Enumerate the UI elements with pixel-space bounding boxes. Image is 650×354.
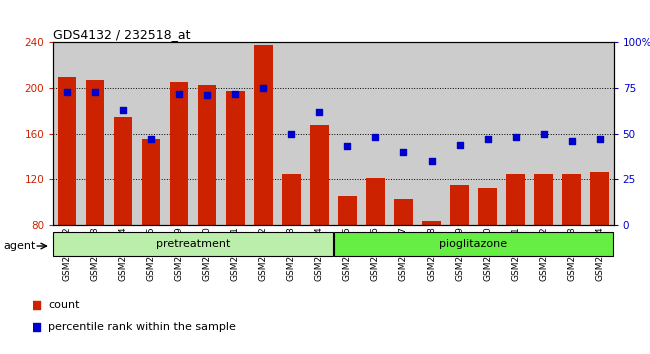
Bar [562, 173, 580, 316]
Bar [278, 42, 306, 225]
Point [370, 135, 381, 140]
Point [510, 135, 521, 140]
Text: GDS4132 / 232518_at: GDS4132 / 232518_at [53, 28, 191, 41]
Bar [254, 45, 272, 316]
Bar [226, 91, 244, 316]
Bar [417, 42, 445, 225]
Bar [367, 178, 385, 316]
Bar [58, 77, 77, 316]
Bar [250, 42, 278, 225]
Bar [586, 42, 614, 225]
Bar [333, 42, 361, 225]
Point [286, 131, 296, 136]
FancyBboxPatch shape [334, 232, 613, 256]
Bar [506, 173, 525, 316]
Text: pioglitazone: pioglitazone [439, 239, 508, 249]
Bar [53, 42, 81, 225]
Bar [534, 173, 552, 316]
Bar [558, 42, 586, 225]
Point [538, 131, 549, 136]
Bar [310, 125, 328, 316]
Bar [282, 173, 300, 316]
Point [118, 107, 129, 113]
Point [482, 136, 493, 142]
Point [398, 149, 409, 155]
Bar [445, 42, 473, 225]
Bar [114, 116, 133, 316]
Bar [198, 85, 216, 316]
Text: agent: agent [3, 241, 36, 251]
Point [566, 138, 577, 144]
Bar [109, 42, 137, 225]
Point [454, 142, 465, 147]
Bar [86, 80, 105, 316]
Bar [339, 196, 357, 316]
Point [146, 136, 157, 142]
Bar [81, 42, 109, 225]
Bar [222, 42, 250, 225]
Bar [478, 188, 497, 316]
Text: count: count [48, 300, 79, 310]
Bar [361, 42, 389, 225]
Text: percentile rank within the sample: percentile rank within the sample [48, 321, 236, 332]
Point [258, 85, 268, 91]
Bar [502, 42, 530, 225]
Text: pretreatment: pretreatment [156, 239, 231, 249]
Point [314, 109, 324, 115]
FancyBboxPatch shape [53, 232, 333, 256]
Point [426, 158, 437, 164]
Point [594, 136, 604, 142]
Point [343, 144, 353, 149]
Bar [422, 221, 441, 316]
Point [202, 92, 213, 98]
Point [174, 91, 185, 96]
Bar [530, 42, 558, 225]
Point [258, 190, 268, 195]
Bar [474, 42, 502, 225]
Point [62, 89, 73, 95]
Point [90, 89, 101, 95]
Bar [306, 42, 333, 225]
Bar [389, 42, 417, 225]
Bar [395, 199, 413, 316]
Bar [590, 172, 608, 316]
Bar [194, 42, 222, 225]
Bar [450, 185, 469, 316]
Point [258, 0, 268, 2]
Point [230, 91, 240, 96]
Bar [142, 139, 161, 316]
Bar [137, 42, 165, 225]
Bar [170, 82, 188, 316]
Bar [165, 42, 194, 225]
